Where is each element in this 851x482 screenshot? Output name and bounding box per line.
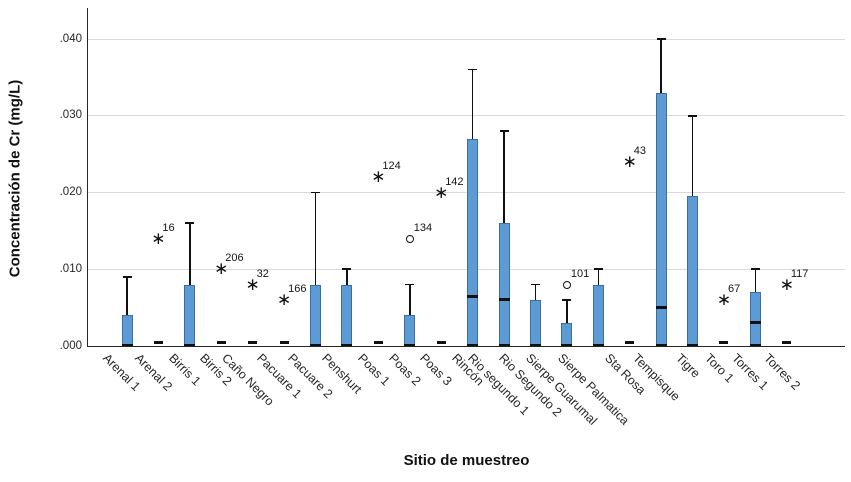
outlier-circle-marker (405, 234, 414, 243)
outlier-star-marker: ∗ (371, 167, 386, 187)
whisker (189, 223, 191, 285)
whisker (691, 115, 694, 197)
flat-median-dash (248, 341, 258, 344)
x-axis-line (87, 345, 845, 347)
outlier-star-marker: ∗ (779, 274, 794, 294)
whisker (534, 284, 537, 300)
box (404, 315, 416, 346)
box (687, 196, 699, 346)
outlier-label: 16 (162, 221, 175, 234)
flat-median-dash (279, 341, 289, 344)
box (341, 284, 353, 346)
whisker (409, 284, 411, 316)
whisker-cap (185, 222, 195, 224)
whisker-cap (122, 276, 132, 278)
outlier-label: 134 (413, 221, 433, 234)
y-tick-label: .040 (59, 32, 82, 45)
whisker-cap (468, 68, 478, 71)
outlier-label: 124 (382, 160, 401, 173)
x-tick-label: Tigre (672, 351, 703, 381)
whisker-cap (311, 191, 321, 194)
box (592, 284, 604, 346)
outlier-label: 206 (225, 252, 244, 265)
whisker (660, 39, 662, 93)
whisker (754, 269, 757, 293)
flat-median-dash (373, 341, 383, 344)
x-tick-label: Poas 3 (417, 351, 455, 389)
outlier-label: 166 (288, 282, 307, 295)
plot-area: ∗ 16 ∗ 206 ∗ 32 ∗ 166 ∗ 124 134 ∗ 142 101 ∗ 43 ∗ 67 ∗ 117 (88, 8, 845, 347)
x-tick-label: Poas 2 (386, 351, 424, 389)
whisker-cap (688, 114, 698, 117)
y-axis-line (87, 8, 89, 346)
whisker-cap (499, 130, 509, 132)
median-line (467, 294, 479, 298)
flat-median-dash (153, 341, 163, 344)
y-tick-label: .030 (59, 109, 82, 122)
outlier-label: 117 (790, 267, 809, 280)
flat-median-dash (216, 341, 226, 344)
outlier-star-marker: ∗ (276, 289, 292, 309)
box (184, 284, 196, 346)
gridline (88, 268, 845, 270)
gridline (88, 115, 845, 117)
outlier-label: 67 (727, 282, 741, 295)
flat-median-dash (436, 341, 446, 344)
outlier-star-marker: ∗ (151, 228, 166, 248)
flat-median-dash (625, 341, 635, 344)
box (561, 322, 573, 346)
outlier-star-marker: ∗ (434, 182, 449, 202)
outlier-star-marker: ∗ (622, 151, 637, 171)
whisker-cap (530, 283, 540, 286)
whisker (314, 192, 317, 285)
outlier-star-marker: ∗ (716, 289, 732, 309)
whisker (126, 276, 128, 316)
whisker (566, 299, 568, 323)
outlier-label: 101 (570, 267, 590, 280)
outlier-label: 142 (445, 175, 464, 188)
box (498, 223, 510, 346)
whisker-cap (593, 268, 603, 271)
outlier-circle-marker (562, 280, 571, 289)
box (310, 284, 322, 346)
outlier-label: 32 (256, 267, 269, 280)
whisker (346, 269, 348, 285)
box (121, 315, 133, 346)
median-line (749, 321, 761, 325)
outlier-star-marker: ∗ (245, 274, 260, 294)
outlier-star-marker: ∗ (214, 259, 229, 279)
flat-median-dash (719, 341, 729, 344)
whisker (597, 269, 600, 285)
whisker-cap (562, 299, 572, 301)
whisker-cap (342, 268, 352, 271)
whisker-cap (405, 283, 415, 286)
whisker (471, 69, 474, 139)
box (467, 138, 479, 346)
whisker-cap (656, 38, 666, 40)
whisker-cap (750, 268, 760, 271)
flat-median-dash (782, 341, 792, 344)
median-line (498, 298, 510, 302)
y-tick-label: .000 (59, 339, 82, 352)
gridline (88, 192, 845, 193)
y-tick-label: .010 (59, 262, 82, 275)
y-tick-label: .020 (59, 186, 82, 198)
gridline (88, 38, 845, 40)
median-line (655, 306, 667, 310)
x-tick-label: Toro 1 (701, 351, 737, 386)
x-axis-title: Sitio de muestreo (403, 452, 530, 469)
whisker (503, 131, 505, 224)
box (749, 292, 761, 346)
box (529, 299, 541, 346)
outlier-label: 43 (633, 144, 646, 157)
y-axis-title: Concentración de Cr (mg/L) (6, 79, 24, 278)
